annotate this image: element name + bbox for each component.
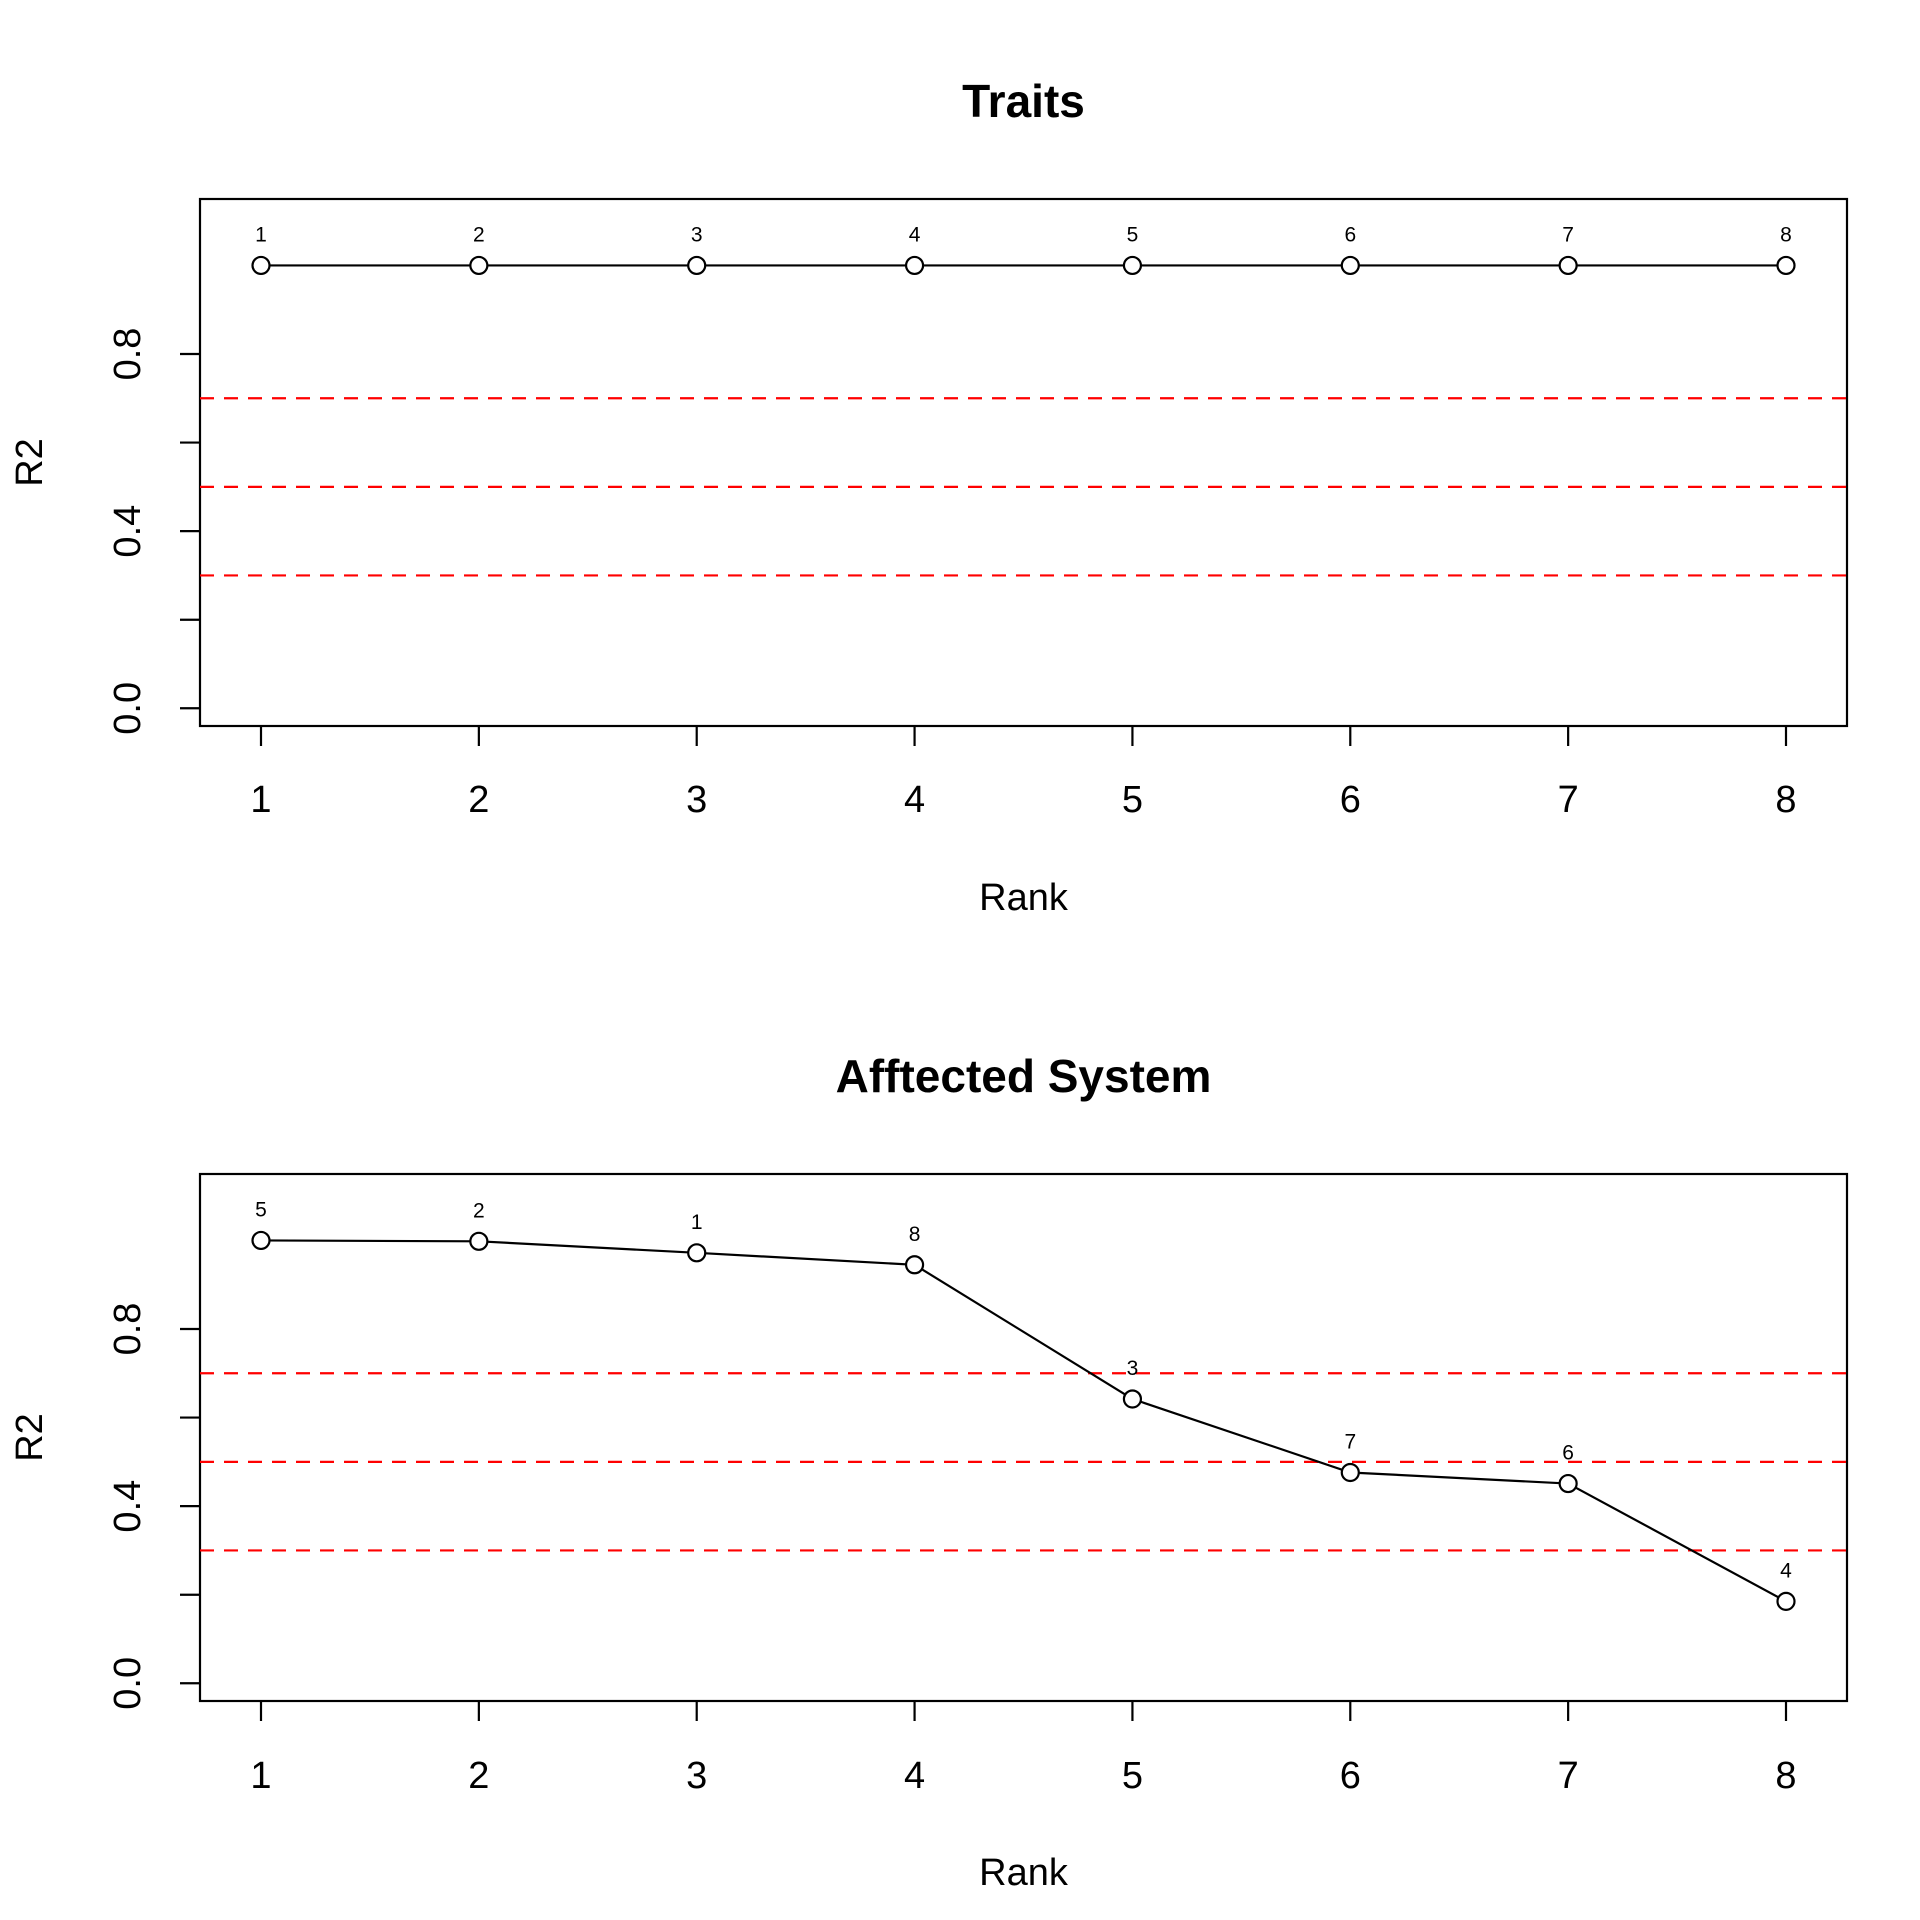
y-axis-label: R2 [9,438,51,487]
data-point [1122,1389,1143,1409]
point-label: 8 [1780,223,1792,246]
y-tick-label: 0.4 [107,1480,149,1533]
data-point [687,255,707,276]
point-label: 6 [1562,1442,1574,1465]
x-tick-label: 2 [468,1755,489,1797]
point-label: 4 [909,223,921,246]
point-label: 2 [473,223,485,246]
x-tick-label: 5 [1122,1755,1143,1797]
data-point [1340,1462,1360,1483]
x-tick-label: 1 [250,1755,271,1797]
point-label: 6 [1344,223,1356,246]
x-axis-label: Rank [979,1852,1069,1894]
y-tick-label: 0.0 [107,1657,149,1710]
x-tick-label: 2 [468,779,489,821]
x-axis-label: Rank [979,877,1069,919]
data-point [1340,255,1360,276]
point-label: 1 [255,223,267,246]
point-label: 3 [691,223,703,246]
series-line [260,1239,1787,1603]
x-tick-label: 3 [686,1755,707,1797]
point-label: 4 [1780,1559,1792,1582]
point-label: 1 [691,1211,703,1234]
point-label: 5 [1127,223,1139,246]
data-point [251,1230,271,1251]
plot-frame [198,1172,1849,1703]
x-tick-label: 5 [1122,779,1143,821]
y-axis-label: R2 [9,1413,51,1462]
x-tick-label: 6 [1340,779,1361,821]
data-point [469,1231,489,1251]
chart-title: Traits [962,75,1085,127]
y-tick-label: 0.4 [107,505,149,558]
panel-traits: Traits 1 2 3 4 5 6 7 8 0.0 0.4 0.8 Rank R2 1 2 3 4 5 6 7 8 [9,75,1849,919]
point-label: 2 [473,1199,485,1222]
x-tick-label: 4 [904,779,925,821]
x-tick-label: 7 [1558,779,1579,821]
data-point [1558,1473,1578,1494]
y-tick-label: 0.8 [107,1303,149,1356]
y-tick-label: 0.0 [107,682,149,735]
data-point [1776,255,1796,276]
point-label: 7 [1344,1430,1356,1453]
x-tick-label: 6 [1340,1755,1361,1797]
x-tick-label: 7 [1558,1755,1579,1797]
x-tick-label: 3 [686,779,707,821]
point-label: 5 [255,1198,267,1221]
x-tick-label: 4 [904,1755,925,1797]
data-point [1776,1591,1796,1611]
x-tick-label: 8 [1775,779,1796,821]
data-point [904,1255,925,1275]
data-point [251,255,271,276]
panel-affected-system: Afftected System 1 2 3 4 5 6 7 8 0.0 0.4 0.8 Rank R2 5… [9,1050,1849,1894]
point-label: 8 [909,1223,921,1246]
data-point [1558,255,1578,276]
point-label: 3 [1127,1357,1139,1380]
plot-frame [198,197,1849,728]
x-tick-label: 1 [250,779,271,821]
chart-title: Afftected System [836,1050,1212,1102]
y-tick-label: 0.8 [107,328,149,381]
point-label: 7 [1562,223,1574,246]
data-point [469,255,489,276]
data-point [904,255,925,276]
x-tick-label: 8 [1775,1755,1796,1797]
data-point [687,1243,707,1263]
data-point [1122,255,1143,276]
